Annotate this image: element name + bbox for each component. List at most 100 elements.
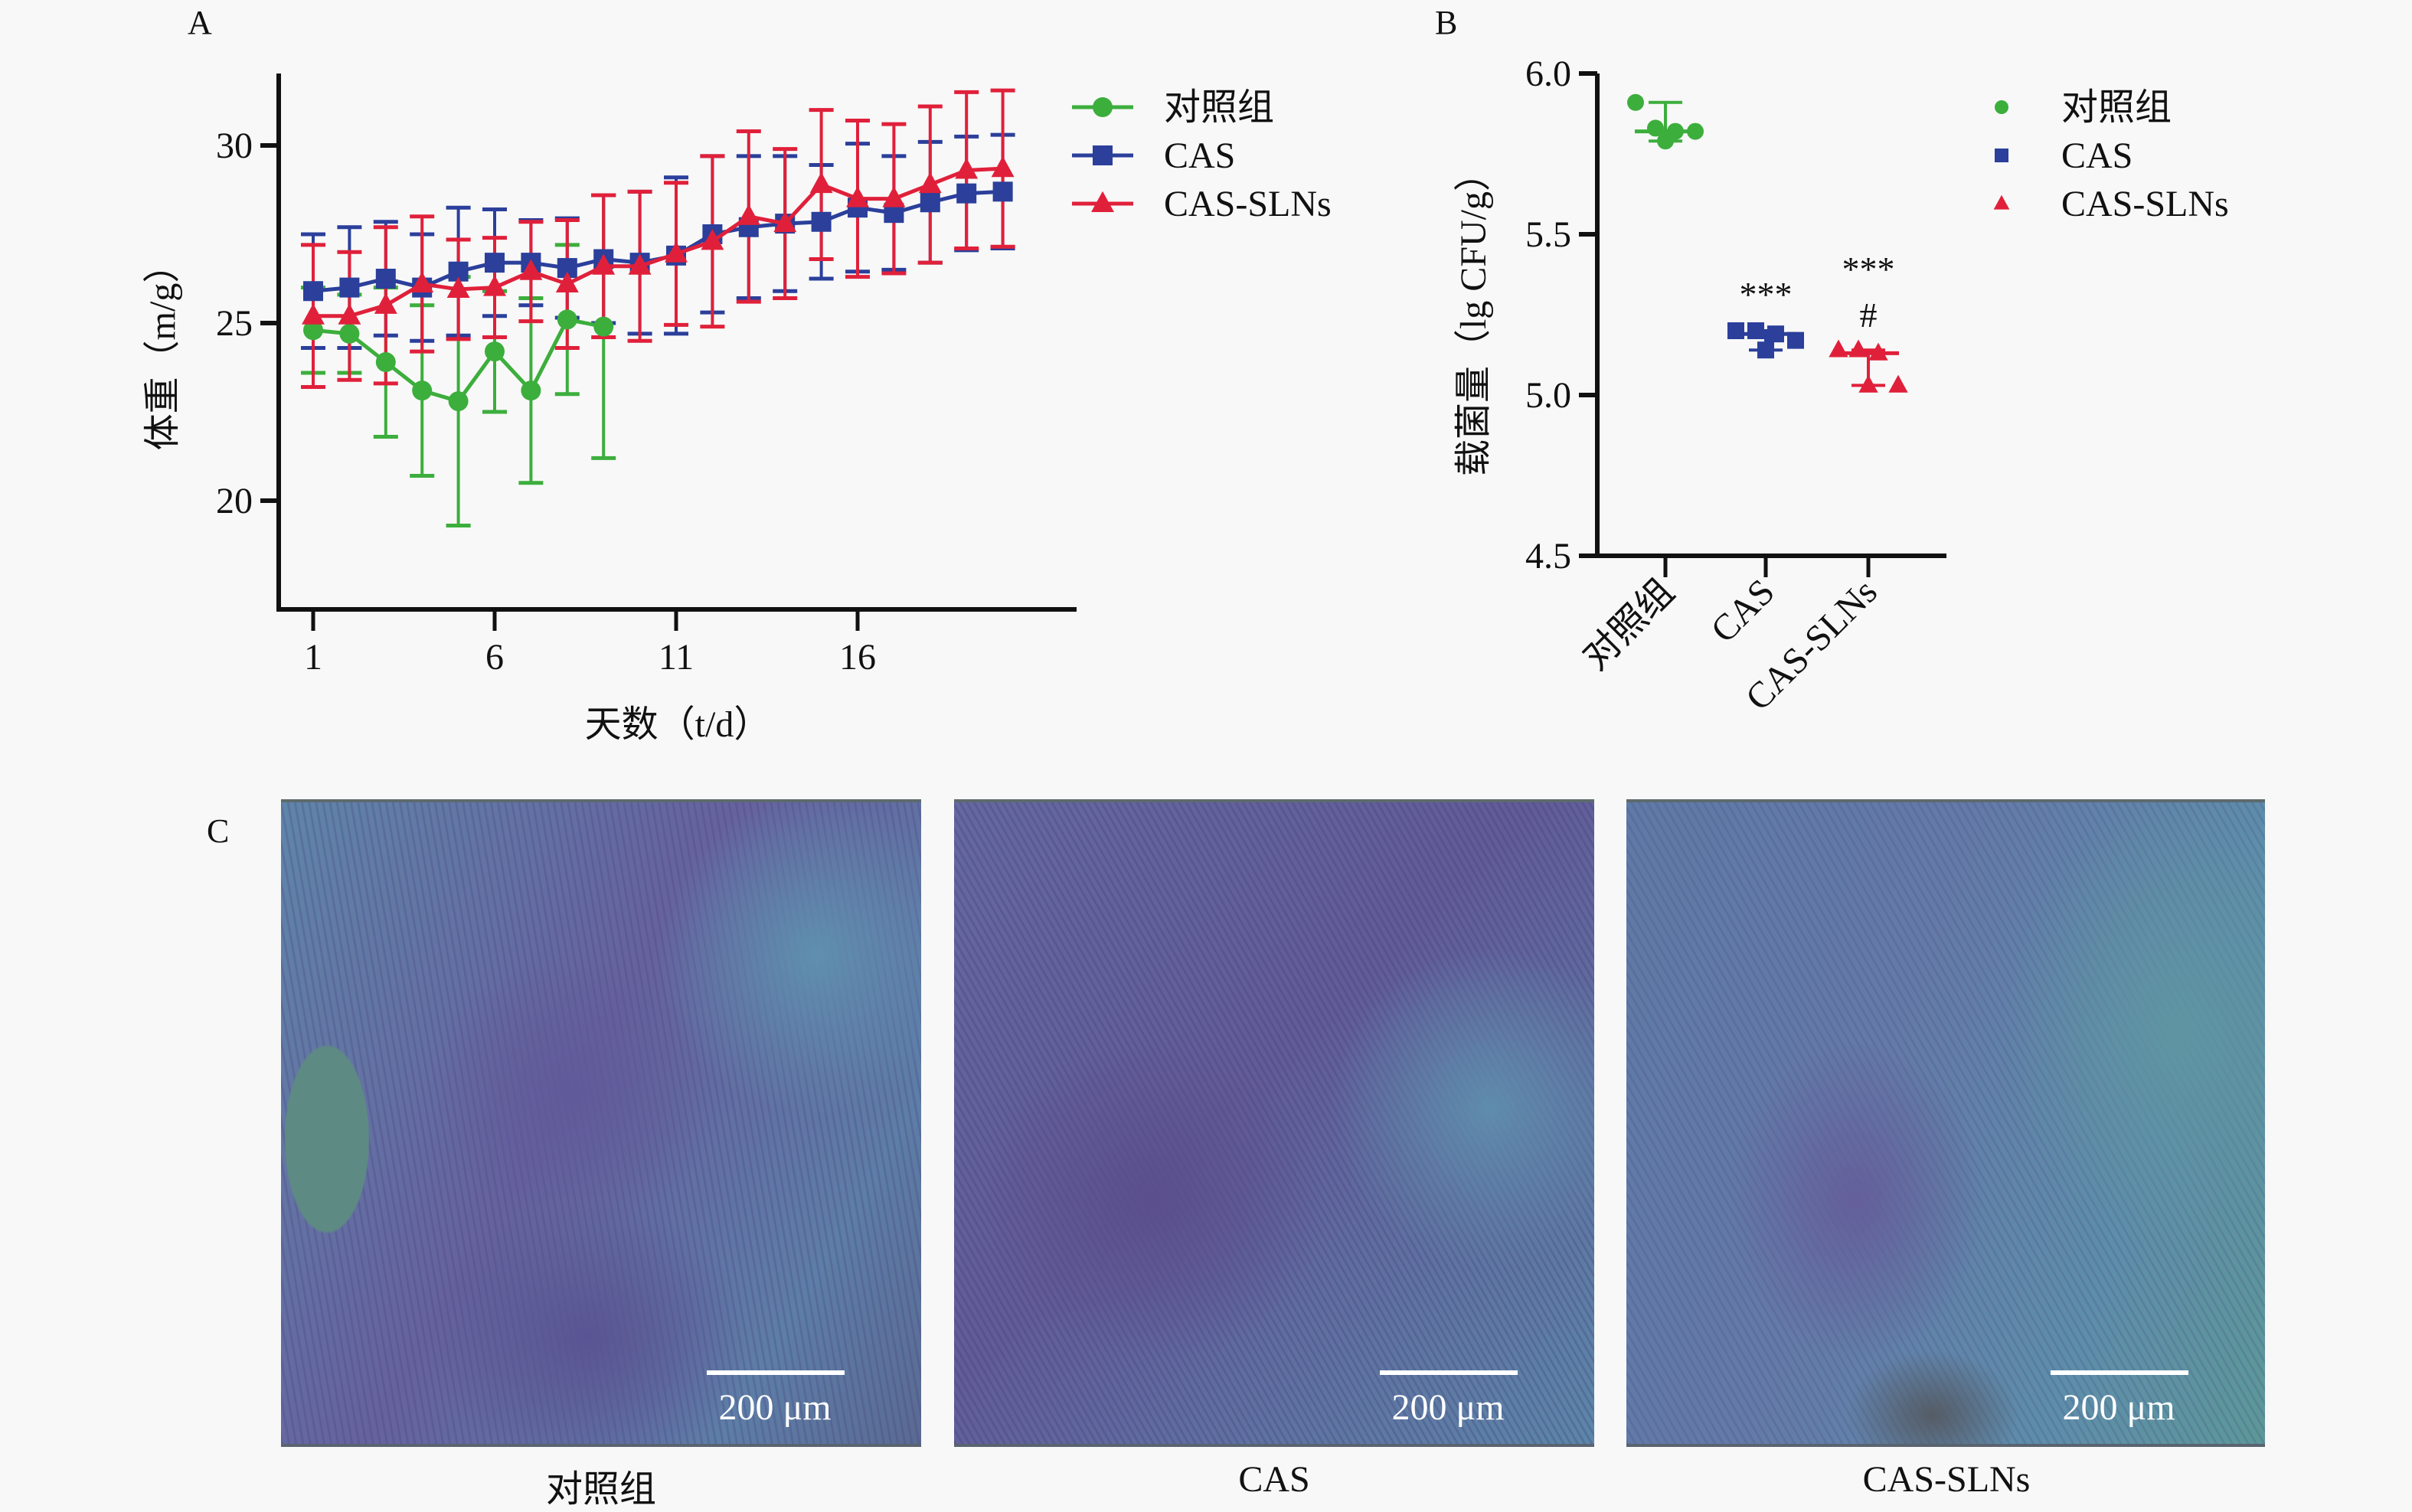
data-point [773,211,797,233]
chart-b-group-1: *** [1727,275,1804,359]
panel-label-c: C [207,812,230,850]
chart-a-x-axis-label: 天数（t/d） [585,704,771,745]
significance-annotation: *** [1740,275,1793,314]
legend-marker-icon [1993,194,2010,210]
chart-a-x-tick-label: 6 [485,637,504,678]
data-point [1687,122,1704,140]
data-point [339,277,360,298]
scale-bar [707,1370,845,1375]
micrograph-control: 200 μm [281,799,921,1447]
legend-label: CAS-SLNs [2061,184,2229,224]
scale-bar [1380,1370,1518,1375]
data-point [1787,331,1804,349]
legend-label: 对照组 [2061,87,2172,128]
chart-a-x-tick-label: 16 [839,637,876,678]
legend-label: CAS-SLNs [1164,184,1332,224]
data-point [1868,342,1888,361]
data-point [1829,339,1848,358]
data-point [485,253,505,273]
data-point [412,380,433,401]
chart-a-y-tick-label: 20 [216,481,253,521]
data-point [410,271,434,293]
micrograph-cas: 200 μm [954,799,1594,1447]
data-point [557,309,577,330]
scale-bar-label: 200 μm [1391,1387,1505,1428]
chart-b-y-tick-label: 5.0 [1525,375,1571,416]
chart-b-y-tick-label: 5.5 [1525,214,1571,255]
chart-a-y-axis-label: 体重（m/g） [142,247,183,451]
data-point [375,269,396,289]
data-point [1848,339,1868,358]
data-point [737,204,760,225]
data-point [846,186,869,207]
significance-annotation-secondary: # [1860,296,1878,335]
data-point [918,171,942,194]
scale-bar [2051,1370,2188,1375]
data-point [665,241,688,263]
chart-a-series [301,88,1015,527]
chart-b-x-tick-label: CAS [1703,571,1783,651]
scale-bar-label: 200 μm [718,1387,832,1428]
legend-marker-icon [1093,97,1113,117]
data-point [992,181,1013,202]
data-point [303,320,323,341]
micrograph-caption-cas: CAS [1238,1459,1310,1500]
data-point [1888,374,1908,393]
legend-label: 对照组 [1164,87,1274,128]
bacterial-load-chart: 4.5 5.0 5.5 6.0 对照组 CAS CAS-SLNs *** *** # 对照组 CA… [1453,54,2229,718]
data-point [555,271,579,293]
data-point [1627,93,1644,111]
significance-annotation: *** [1842,250,1895,289]
chart-b-series: *** *** # [1627,93,1908,393]
legend-marker-icon [1995,100,2008,114]
data-point [302,303,325,325]
legend-label: CAS [2061,136,2133,176]
data-point [519,259,543,280]
data-point [1757,341,1774,359]
data-point [592,253,616,275]
data-point [339,323,360,344]
data-point [375,352,396,373]
data-point [446,276,470,298]
panel-label-a: A [188,4,212,41]
micrograph-cas-slns: 200 μm [1626,799,2265,1447]
legend-label: CAS [1164,136,1235,176]
chart-b-y-axis-label: 载菌量（lg CFU/g） [1453,155,1494,476]
data-point [882,186,906,207]
chart-b-y-tick-label: 4.5 [1525,536,1571,576]
micrograph-caption-control: 对照组 [545,1469,656,1510]
chart-a-legend: 对照组 CAS CAS-SLNs [1072,87,1332,224]
data-point [1647,119,1664,137]
data-point [809,171,833,194]
data-point [521,380,541,401]
data-point [920,192,940,213]
chart-b-x-tick-label: 对照组 [1575,571,1682,678]
data-point [1657,132,1674,150]
chart-a-line-0 [303,309,614,412]
chart-a-x-tick-label: 1 [304,637,322,678]
micrograph-caption-cas-slns: CAS-SLNs [1862,1459,2031,1500]
legend-marker-icon [1995,149,2008,162]
data-point [374,292,397,314]
legend-marker-icon [1091,191,1114,213]
data-point [1767,325,1784,343]
data-point [956,183,977,204]
chart-a-line-2 [302,155,1015,325]
data-point [593,316,614,337]
chart-b-group-2: *** # [1829,250,1908,393]
data-point [991,155,1015,178]
chart-b-y-tick-label: 6.0 [1525,54,1571,94]
scale-bar-label: 200 μm [2062,1387,2175,1428]
chart-b-legend: 对照组 CAS CAS-SLNs [1993,87,2229,224]
legend-marker-icon [1093,145,1113,165]
chart-a-y-tick-label: 25 [216,303,253,344]
data-point [1747,322,1764,339]
chart-b-group-0 [1627,93,1704,150]
data-point [955,158,979,179]
data-point [303,281,323,302]
chart-a-y-tick-label: 30 [216,126,253,166]
data-point [628,253,652,275]
data-point [448,391,469,412]
